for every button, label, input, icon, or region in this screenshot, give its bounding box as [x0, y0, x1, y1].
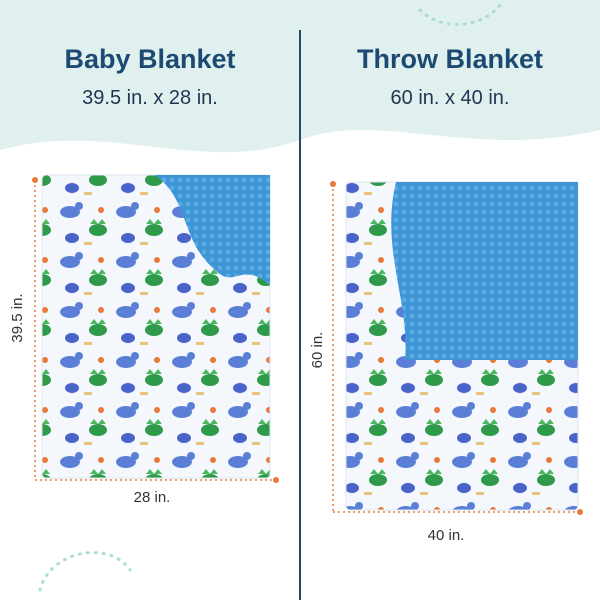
right-height-label: 60 in. — [309, 332, 326, 369]
right-width-label: 40 in. — [428, 527, 465, 544]
baby-dimension-lines — [34, 180, 276, 481]
right-size: 60 in. x 40 in. — [391, 87, 510, 109]
left-size: 39.5 in. x 28 in. — [82, 87, 218, 109]
baby-blanket — [41, 174, 271, 479]
right-title: Throw Blanket — [357, 44, 543, 74]
throw-dimension-lines — [332, 184, 580, 513]
throw-blanket — [345, 181, 579, 511]
left-width-label: 28 in. — [134, 489, 171, 506]
left-height-label: 39.5 in. — [9, 293, 26, 342]
left-title: Baby Blanket — [64, 44, 235, 74]
